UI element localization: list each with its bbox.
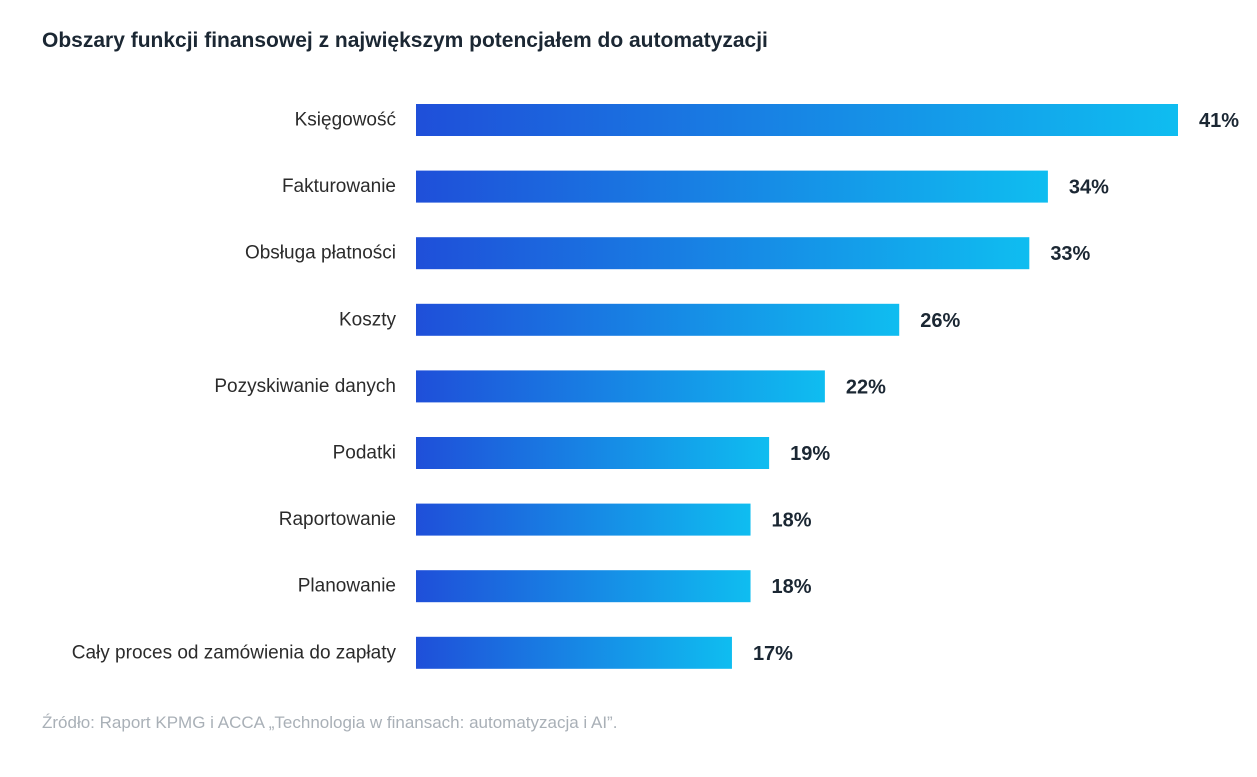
category-label: Koszty: [339, 309, 397, 330]
value-label: 17%: [753, 643, 793, 665]
bar: [416, 237, 1030, 270]
bar: [416, 170, 1048, 203]
category-label: Obsługa płatności: [245, 243, 396, 264]
category-label: Fakturowanie: [282, 176, 396, 197]
category-label: Pozyskiwanie danych: [214, 376, 396, 397]
bar-chart: Księgowość 41% Fakturowanie 34% Obsługa płat…: [72, 104, 1239, 669]
value-label: 18%: [772, 576, 812, 598]
value-label: 34%: [1069, 177, 1109, 199]
category-label: Cały proces od zamówienia do zapłaty: [72, 642, 397, 663]
bar: [416, 570, 751, 603]
value-label: 18%: [772, 510, 812, 532]
chart-title: Obszary funkcji finansowej z największym…: [42, 29, 768, 52]
bar: [416, 303, 900, 336]
category-label: Planowanie: [298, 576, 396, 597]
value-label: 26%: [920, 310, 960, 332]
bar: [416, 636, 732, 669]
category-label: Podatki: [333, 443, 396, 464]
bar: [416, 437, 770, 469]
category-label: Księgowość: [295, 110, 396, 131]
value-label: 22%: [846, 376, 886, 398]
category-label: Raportowanie: [279, 509, 396, 530]
value-label: 41%: [1199, 110, 1239, 132]
bar: [416, 104, 1178, 136]
bar: [416, 370, 825, 403]
source-note: Źródło: Raport KPMG i ACCA „Technologia …: [42, 713, 618, 732]
bar: [416, 503, 751, 536]
value-label: 33%: [1050, 243, 1090, 265]
value-label: 19%: [790, 443, 830, 465]
